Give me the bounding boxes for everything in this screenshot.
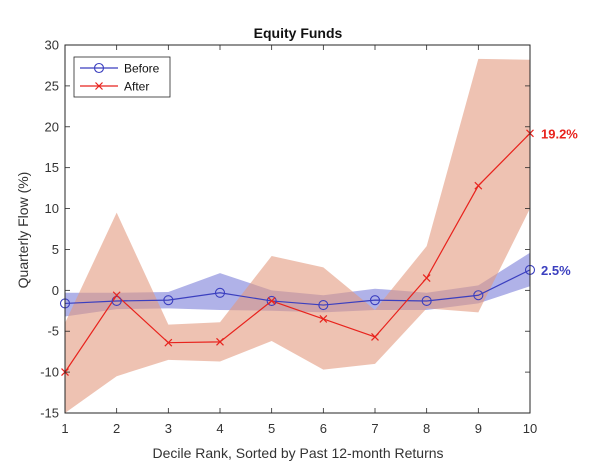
- y-axis-ticks: -15 -10 -5 0 5 10 15 20 25 30: [40, 38, 530, 421]
- band-after: [65, 58, 530, 413]
- marker-after: [371, 333, 379, 341]
- legend-label-before: Before: [124, 62, 160, 76]
- x-tick-label: 9: [475, 421, 482, 436]
- legend-item-after: After: [80, 80, 149, 94]
- y-tick-label: 25: [45, 78, 59, 93]
- x-tick-label: 10: [523, 421, 537, 436]
- marker-before: [473, 290, 484, 301]
- x-tick-label: 4: [216, 421, 223, 436]
- plot-area-frame: [64, 44, 531, 414]
- chart-title: Equity Funds: [254, 25, 343, 41]
- line-before: [64, 269, 531, 306]
- marker-stroke: [267, 297, 276, 305]
- x-axis-label: Decile Rank, Sorted by Past 12-month Ret…: [152, 445, 443, 461]
- series-lines: [64, 132, 531, 373]
- y-tick-label: 15: [45, 160, 59, 175]
- legend-box: [73, 56, 171, 98]
- marker-stroke: [422, 274, 431, 282]
- legend: Before After: [73, 56, 171, 98]
- marker-stroke: [371, 333, 379, 341]
- y-tick-label: 0: [52, 283, 59, 298]
- marker-before: [318, 300, 329, 311]
- marker-stroke: [319, 315, 328, 323]
- marker-after: [164, 338, 173, 347]
- marker-after: [319, 315, 328, 323]
- legend-marker-before: [93, 62, 105, 74]
- marker-before: [369, 295, 381, 306]
- marker-before: [111, 295, 122, 307]
- marker-stroke: [216, 337, 224, 346]
- marker-stroke: [164, 338, 173, 347]
- x-tick-label: 6: [320, 421, 327, 436]
- x-tick-label: 2: [113, 421, 120, 436]
- marker-before: [266, 295, 277, 307]
- marker-after: [216, 337, 224, 346]
- y-axis-label: Quarterly Flow (%): [15, 172, 31, 289]
- end-label-before: 2.5%: [541, 263, 571, 278]
- y-tick-label: -5: [47, 324, 59, 339]
- x-tick-label: 3: [165, 421, 172, 436]
- x-tick-label: 5: [268, 421, 275, 436]
- marker-after: [422, 274, 431, 282]
- marker-stroke: [474, 181, 483, 190]
- y-tick-label: 5: [52, 242, 59, 257]
- y-tick-label: 20: [45, 119, 59, 134]
- legend-item-before: Before: [80, 62, 160, 76]
- marker-before: [163, 295, 174, 306]
- marker-stroke: [112, 291, 121, 300]
- x-tick-label: 7: [371, 421, 378, 436]
- x-axis-ticks: 1 2 3 4 5 6 7 8 9 10: [61, 45, 537, 436]
- marker-after: [474, 181, 483, 190]
- y-tick-label: -15: [40, 406, 59, 421]
- line-after: [64, 132, 531, 373]
- marker-before: [214, 287, 226, 298]
- y-tick-label: 30: [45, 38, 59, 53]
- x-tick-label: 8: [423, 421, 430, 436]
- legend-marker-after: [95, 82, 103, 90]
- marker-after: [267, 297, 276, 305]
- legend-label-after: After: [124, 80, 149, 94]
- marker-before: [421, 295, 432, 307]
- end-label-after: 19.2%: [541, 126, 578, 141]
- y-tick-label: 10: [45, 201, 59, 216]
- end-value-labels: 19.2% 2.5%: [541, 126, 578, 278]
- confidence-bands: [65, 58, 530, 413]
- marker-after: [112, 291, 121, 300]
- y-tick-label: -10: [40, 365, 59, 380]
- x-tick-label: 1: [61, 421, 68, 436]
